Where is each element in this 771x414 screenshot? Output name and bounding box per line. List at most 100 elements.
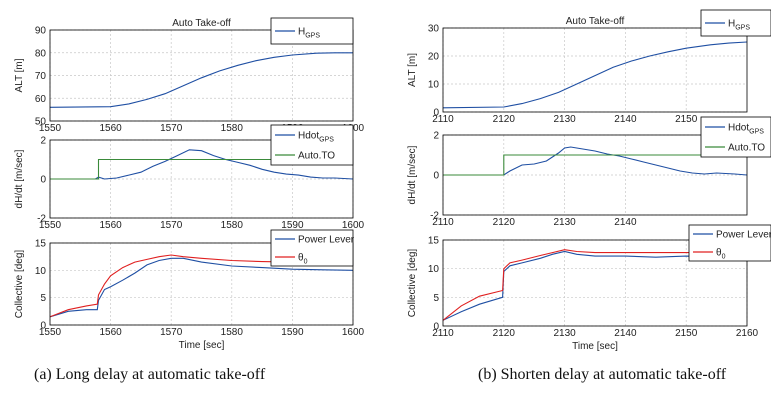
x-tick-label: 1580 [221,220,244,231]
x-tick-label: 1600 [342,220,365,231]
x-tick-label: 2120 [493,114,516,125]
y-tick-label: 2 [40,136,46,147]
legend-label: θ0 [298,253,308,266]
legend-label: HGPS [728,19,750,32]
y-tick-label: 15 [35,239,47,250]
legend-box [270,17,354,45]
legend: HGPS [270,17,354,45]
y-tick-label: 10 [428,80,440,91]
series-line [443,146,747,176]
y-tick-label: 0 [40,321,46,332]
y-tick-label: 80 [35,48,47,59]
x-axis-label: Time [sec] [572,341,618,352]
legend-label: Auto.TO [298,151,335,162]
axes-frame [442,27,748,113]
legend: HdotGPS Auto.TO [270,124,354,166]
x-tick-label: 1600 [342,327,365,338]
chart-title: Auto Take-off [566,16,625,27]
x-tick-label: 1570 [160,123,183,134]
legend-label: HdotGPS [298,131,334,144]
x-tick-label: 1560 [99,123,122,134]
x-tick-label: 1550 [39,123,62,134]
legend-label: HdotGPS [728,123,764,136]
x-tick-label: 2140 [614,217,637,228]
legend: HGPS [700,9,771,37]
axes-frame [442,239,748,327]
x-tick-label: 2130 [553,114,576,125]
y-tick-label: 5 [433,293,439,304]
x-tick-label: 1590 [281,220,304,231]
x-axis-label: Time [sec] [179,340,225,351]
legend: HdotGPS Auto.TO [700,116,771,158]
series-line [443,154,747,176]
legend-box [270,229,354,267]
series-line [50,254,353,318]
x-tick-label: 1570 [160,327,183,338]
y-tick-label: -2 [430,211,439,222]
y-tick-label: 10 [428,264,440,275]
legend-label: Power Lever [716,230,771,241]
x-tick-label: 1560 [99,327,122,338]
chart-panel-b-altitude: 2110 2120 2130 2140 2150 0 10 20 30 Auto Take-off… [407,9,771,125]
y-tick-label: 90 [35,26,47,37]
y-tick-label: 10 [35,266,47,277]
y-tick-label: 30 [428,24,440,35]
caption-b: (b) Shorten delay at automatic take-off [478,366,727,383]
y-tick-label: 70 [35,71,47,82]
legend-label: HGPS [298,27,320,40]
series-line [50,158,353,180]
axes-frame [49,139,354,219]
chart-title: Auto Take-off [172,18,231,29]
y-axis-label: ALT [m] [407,53,418,87]
series-line [50,52,353,108]
y-tick-label: 2 [433,131,439,142]
chart-panel-a-climb-rate: 1550 1560 1570 1580 1590 1600 -2 0 2 dH/dt [m/sec… [14,124,365,231]
x-tick-label: 2110 [432,328,454,339]
x-tick-label: 1570 [160,220,183,231]
x-tick-label: 1560 [99,220,122,231]
x-tick-label: 2110 [432,217,454,228]
x-tick-label: 2120 [493,328,516,339]
chart-panel-b-climb-rate: 2110 2120 2130 2140 -2 0 2 dH/dt [m/sec] HdotGPS… [407,116,771,228]
x-tick-label: 1580 [221,123,244,134]
x-tick-label: 1590 [281,327,304,338]
legend-box [270,124,354,166]
axes-frame [442,134,748,216]
y-tick-label: -2 [37,214,46,225]
axes-frame [49,29,354,122]
x-tick-label: 2150 [675,114,698,125]
legend-box [700,116,771,158]
chart-panel-a-altitude: 1550156015701580159016005060708090Auto T… [14,17,365,134]
x-tick-label: 1550 [39,327,62,338]
x-tick-label: 1580 [221,327,244,338]
caption-a: (a) Long delay at automatic take-off [34,366,266,383]
y-axis-label: Collective [deg] [407,249,418,318]
x-tick-label: 2140 [614,328,637,339]
series-line [50,257,353,318]
y-tick-label: 0 [40,175,46,186]
x-tick-label: 2110 [432,114,454,125]
legend-label: θ0 [716,248,726,261]
legend: Power Lever θ0 [688,224,771,262]
x-tick-label: 2130 [553,217,576,228]
y-axis-label: Collective [deg] [14,250,25,319]
y-tick-label: 0 [433,322,439,333]
series-line [50,149,353,180]
chart-panel-a-collective: 1550 1560 1570 1580 1590 1600 0 5 10 15 Collective… [14,229,365,351]
y-axis-label: ALT [m] [14,58,25,92]
x-tick-label: 2120 [493,217,516,228]
x-tick-label: 2130 [553,328,576,339]
y-tick-label: 15 [428,236,440,247]
y-tick-label: 20 [428,52,440,63]
y-tick-label: 5 [40,293,46,304]
chart-panel-b-collective: 2110 2120 2130 2140 2150 2160 0 5 10 15 Collective… [407,224,771,352]
y-tick-label: 50 [35,117,47,128]
y-axis-label: dH/dt [m/sec] [14,149,25,208]
x-tick-label: 2160 [736,328,759,339]
y-tick-label: 0 [433,108,439,119]
legend-label: Power Lever [298,235,355,246]
axes-frame [49,242,354,326]
legend: Power Lever θ0 [270,229,355,267]
legend-label: Auto.TO [728,143,765,154]
